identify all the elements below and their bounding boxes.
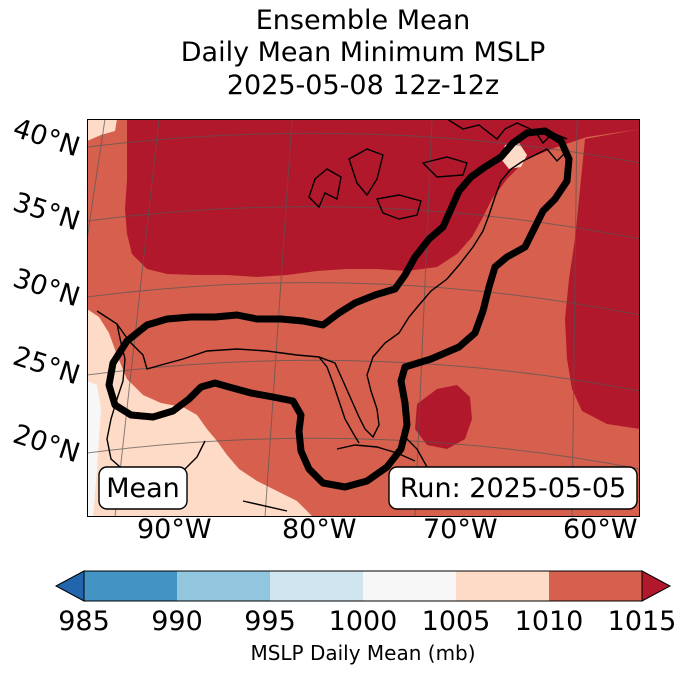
lon-label-70w: 70°W [423,514,498,545]
lat-label-35n: 35°N [9,186,84,238]
colorbar-extend-low [54,570,85,602]
run-box-label: Run: 2025-05-05 [400,473,626,504]
colorbar-segment-985 [84,571,177,601]
graticule-lat-35 [87,206,640,240]
graticule-lat-25 [87,359,640,392]
coastline-florida [318,356,360,444]
colorbar-tick-1015: 1015 [607,606,677,637]
graticule-lon-100 [87,119,106,240]
colorbar-segment-995 [270,571,363,601]
map-svg: Mean Run: 2025-05-05 [87,119,640,517]
graticule-lon-90 [114,119,160,517]
colorbar-tick-990: 990 [151,606,203,637]
lat-label-30n: 30°N [9,262,84,314]
lon-label-90w: 90°W [137,514,212,545]
graticule-lat-20 [87,437,640,470]
coastline-gulf [96,148,566,439]
colorbar-segment-1010 [549,571,642,601]
run-box: Run: 2025-05-05 [388,466,638,510]
colorbar-tick-1010: 1010 [514,606,584,637]
colorbar-segment-1000 [363,571,456,601]
graticule-lat-30 [87,282,640,316]
colorbar-tick-1005: 1005 [421,606,491,637]
contour-1010 [105,127,573,491]
lon-label-60w: 60°W [563,514,638,545]
colorbar-tick-1000: 1000 [328,606,398,637]
pressure-field-1015-blob [415,385,472,449]
coastline-canada [446,119,568,145]
pressure-field-1005-nw [87,119,117,141]
colorbar-tick-995: 995 [244,606,296,637]
lat-label-25n: 25°N [9,340,84,392]
coastline-cuba [336,444,416,462]
colorbar-extend-high [641,570,672,602]
colorbar-segment-1005 [456,571,549,601]
colorbar-outline [83,570,643,602]
graticule-lon-60 [571,119,578,517]
pressure-field-1005-sw [87,309,313,517]
mean-box-label: Mean [106,473,180,504]
map-title-line2: Daily Mean Minimum MSLP [180,37,546,68]
colorbar-tick-985: 985 [58,606,110,637]
map-title-line3: 2025-05-08 12z-12z [226,70,500,101]
mean-box: Mean [98,466,188,510]
lon-label-80w: 80°W [282,514,357,545]
map-panel: Mean Run: 2025-05-05 [87,119,640,517]
pressure-field-1000-west [87,381,101,517]
lat-label-20n: 20°N [9,418,84,470]
map-title-line1: Ensemble Mean [255,5,471,36]
coastline-great-lakes [308,148,468,220]
colorbar-segment-990 [177,571,270,601]
lat-label-40n: 40°N [9,112,84,164]
colorbar-label: MSLP Daily Mean (mb) [250,641,476,665]
map-frame [87,119,640,517]
pressure-field-1015-east [565,129,640,429]
